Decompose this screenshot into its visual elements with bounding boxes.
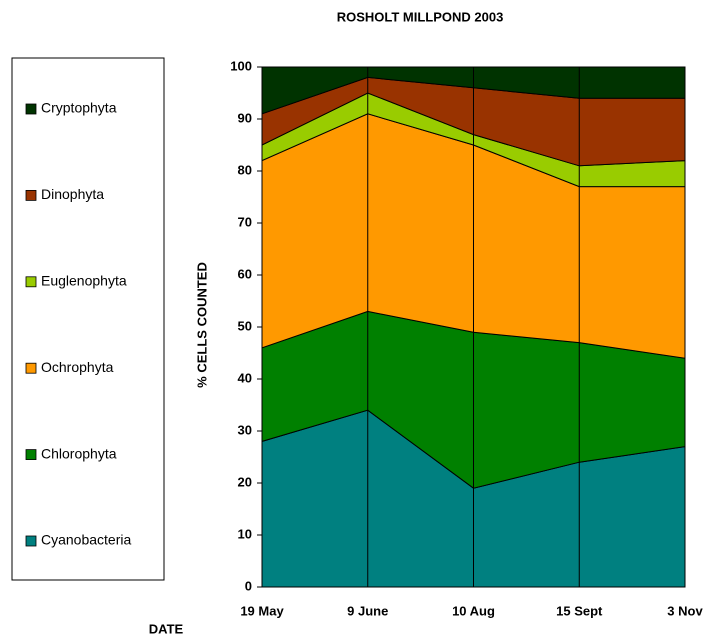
legend-label: Cryptophyta xyxy=(41,100,117,116)
legend-swatch xyxy=(25,103,37,115)
y-tick-label: 90 xyxy=(238,110,252,125)
y-tick-label: 50 xyxy=(238,318,252,333)
x-axis-label: DATE xyxy=(149,621,184,636)
x-tick-label: 15 Sept xyxy=(556,603,603,618)
x-tick-label: 9 June xyxy=(347,603,388,618)
y-tick-label: 30 xyxy=(238,422,252,437)
legend-label: Cyanobacteria xyxy=(41,532,131,548)
x-tick-label: 10 Aug xyxy=(452,603,495,618)
x-tick-label: 19 May xyxy=(240,603,284,618)
legend-box xyxy=(11,57,165,581)
y-tick-label: 10 xyxy=(238,526,252,541)
legend-label: Ochrophyta xyxy=(41,359,114,375)
y-axis-label: % CELLS COUNTED xyxy=(194,262,209,388)
legend-swatch xyxy=(25,189,37,201)
y-tick-label: 100 xyxy=(230,58,252,73)
legend-label: Euglenophyta xyxy=(41,273,127,289)
chart-title: ROSHOLT MILLPOND 2003 xyxy=(337,9,504,24)
legend-swatch xyxy=(25,449,37,461)
legend-label: Chlorophyta xyxy=(41,445,117,461)
y-tick-label: 40 xyxy=(238,370,252,385)
y-tick-label: 60 xyxy=(238,266,252,281)
y-tick-label: 80 xyxy=(238,162,252,177)
legend-label: Dinophyta xyxy=(41,186,104,202)
y-tick-label: 70 xyxy=(238,214,252,229)
y-tick-label: 0 xyxy=(245,578,252,593)
legend-swatch xyxy=(25,276,37,288)
legend-swatch xyxy=(25,535,37,547)
x-tick-label: 3 Nov xyxy=(667,603,703,618)
legend-swatch xyxy=(25,362,37,374)
y-tick-label: 20 xyxy=(238,474,252,489)
